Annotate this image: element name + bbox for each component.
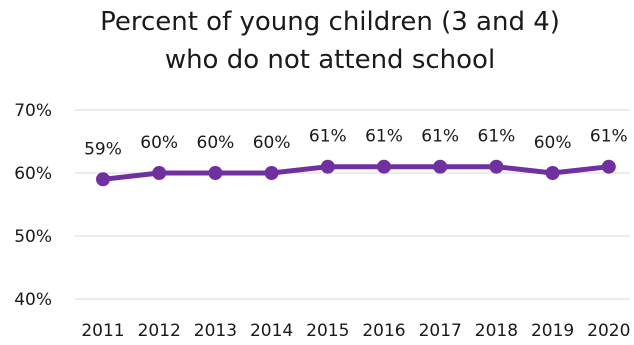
data-point bbox=[264, 166, 279, 180]
data-point bbox=[208, 166, 223, 180]
data-label: 61% bbox=[478, 127, 516, 147]
chart-title: Percent of young children (3 and 4) who … bbox=[100, 7, 560, 75]
data-point bbox=[152, 166, 167, 180]
x-tick-label: 2018 bbox=[475, 321, 518, 341]
x-tick-label: 2016 bbox=[362, 321, 405, 341]
chart-title-line-2: who do not attend school bbox=[165, 45, 495, 75]
y-axis-tick-labels: 40% 50% 60% 70% bbox=[14, 101, 52, 310]
x-tick-label: 2020 bbox=[587, 321, 630, 341]
data-label: 61% bbox=[309, 127, 347, 147]
data-label: 60% bbox=[534, 133, 572, 153]
x-tick-label: 2019 bbox=[531, 321, 574, 341]
data-label: 60% bbox=[253, 133, 291, 153]
y-tick-label: 40% bbox=[14, 290, 52, 310]
chart-title-line-1: Percent of young children (3 and 4) bbox=[100, 7, 560, 37]
data-point bbox=[433, 159, 448, 174]
data-point bbox=[96, 172, 110, 187]
data-point bbox=[489, 159, 504, 174]
data-labels: 59% 60% 60% 60% 61% 61% 61% 61% 60% 61% bbox=[84, 127, 628, 160]
x-tick-label: 2014 bbox=[250, 321, 293, 341]
data-label: 60% bbox=[197, 133, 235, 153]
x-tick-label: 2017 bbox=[419, 321, 462, 341]
data-point bbox=[545, 166, 560, 180]
y-tick-label: 70% bbox=[14, 101, 52, 121]
x-tick-label: 2011 bbox=[81, 321, 124, 341]
x-tick-label: 2012 bbox=[138, 321, 181, 341]
y-tick-label: 50% bbox=[14, 227, 52, 247]
x-axis-tick-labels: 2011 2012 2013 2014 2015 2016 2017 2018 2019 2020 bbox=[81, 321, 630, 341]
data-label: 60% bbox=[140, 133, 178, 153]
series bbox=[96, 159, 616, 187]
data-label: 61% bbox=[421, 127, 459, 147]
data-point bbox=[377, 159, 391, 174]
data-label: 61% bbox=[365, 127, 403, 147]
data-label: 61% bbox=[590, 127, 628, 147]
data-point bbox=[320, 159, 335, 174]
data-point bbox=[601, 159, 616, 174]
x-tick-label: 2015 bbox=[306, 321, 349, 341]
series-line bbox=[100, 164, 612, 182]
data-label: 59% bbox=[84, 139, 122, 159]
y-tick-label: 60% bbox=[14, 164, 52, 184]
x-tick-label: 2013 bbox=[194, 321, 237, 341]
